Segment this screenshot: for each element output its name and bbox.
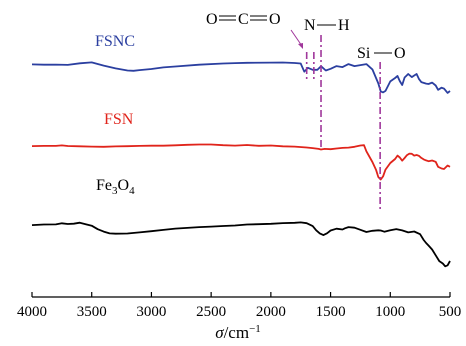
annotation-sio: Si O <box>357 45 406 62</box>
annotation-nh-n: N <box>304 17 316 34</box>
series-line-fsnc <box>31 61 451 94</box>
arrow-head <box>298 43 303 49</box>
marker-group <box>305 35 381 210</box>
annotation-arrow <box>290 29 303 49</box>
arrow-shaft <box>290 29 303 47</box>
x-axis: 4000 3500 3000 2500 2000 1500 1000 500 <box>17 292 461 320</box>
annotation-oco-o-right: O <box>269 11 281 28</box>
series-line-fsn <box>31 143 451 181</box>
x-tick-label-2500: 2500 <box>196 304 226 320</box>
series-label-fsnc: FSNC <box>95 33 135 50</box>
series-group <box>31 61 451 268</box>
x-tick-label-500: 500 <box>439 304 462 320</box>
annotation-oco-c: C <box>238 11 249 28</box>
x-tick-label-1500: 1500 <box>316 304 346 320</box>
series-label-fe3o4: Fe3O4 <box>96 177 135 197</box>
x-tick-label-3000: 3000 <box>136 304 166 320</box>
x-axis-ticks: 4000 3500 3000 2500 2000 1500 1000 500 <box>17 292 461 320</box>
x-tick-label-2000: 2000 <box>256 304 286 320</box>
annotation-nh-h: H <box>338 17 350 34</box>
annotation-oco: O C O <box>206 11 281 28</box>
series-label-fsn: FSN <box>104 111 134 128</box>
x-axis-title: σ/cm−1 <box>215 323 261 342</box>
annotation-sio-o: O <box>394 45 406 62</box>
annotation-oco-o-left: O <box>206 11 218 28</box>
x-tick-label-3500: 3500 <box>77 304 107 320</box>
x-tick-label-1000: 1000 <box>375 304 405 320</box>
series-line-fe3o4 <box>31 221 451 268</box>
annotation-sio-si: Si <box>357 45 371 62</box>
x-tick-label-4000: 4000 <box>17 304 47 320</box>
annotation-nh: N H <box>304 17 350 34</box>
